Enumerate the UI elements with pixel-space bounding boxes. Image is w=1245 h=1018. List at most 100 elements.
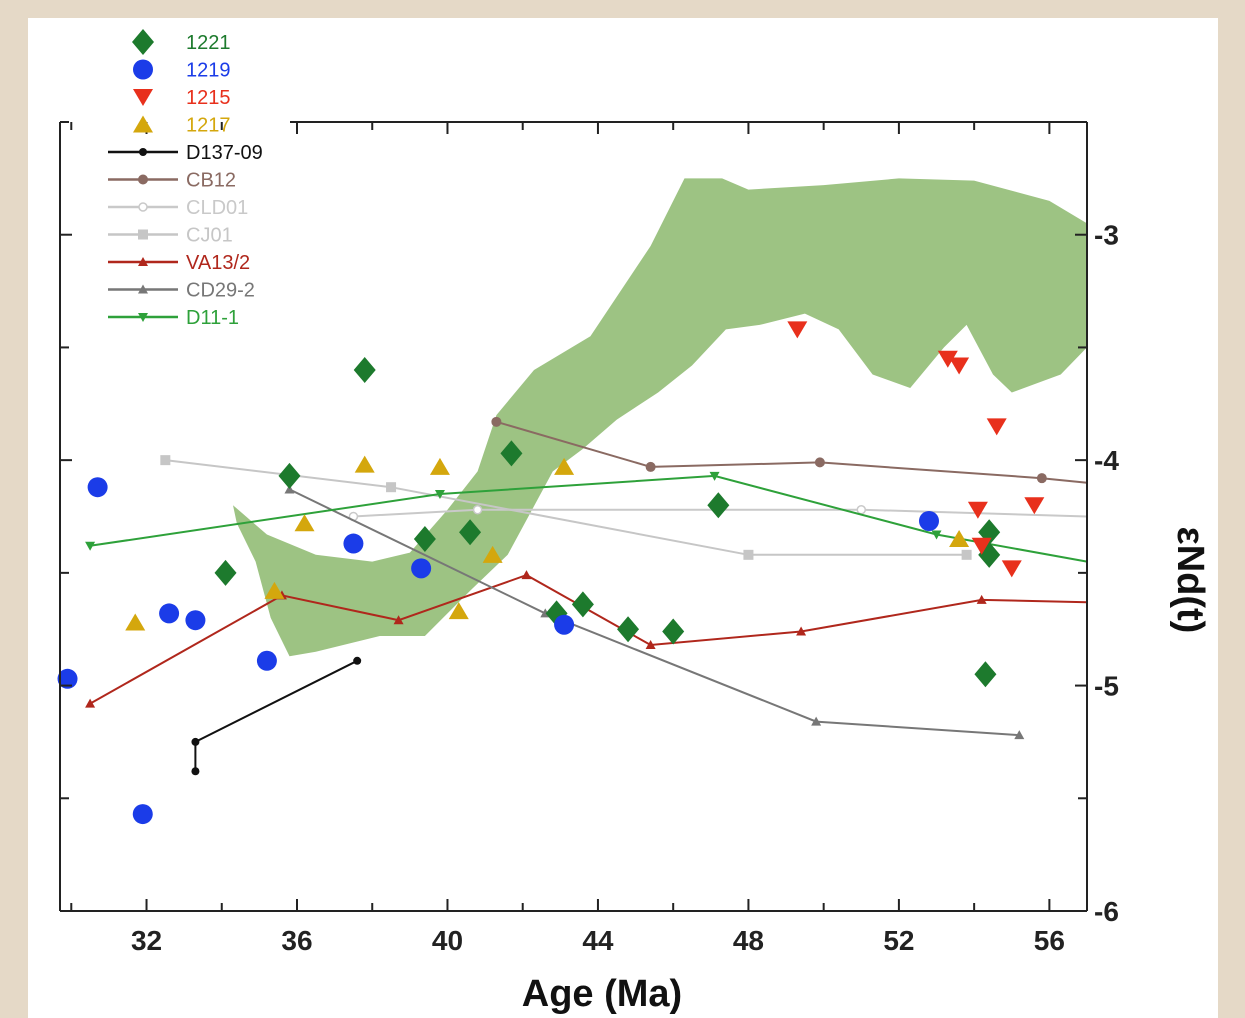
legend-entry-cj01: CJ01 [108, 225, 233, 247]
series-line-cld01 [353, 508, 1088, 518]
y-tick-label-neg4: -4 [1094, 445, 1119, 476]
legend-marker-d137-09 [139, 148, 147, 156]
legend-entry-1221: 1221 [132, 29, 231, 55]
legend-marker-1215 [133, 89, 153, 106]
data-point-1217-2 [294, 514, 315, 532]
data-point-1221-8 [617, 616, 640, 643]
data-point-1219-0 [57, 668, 78, 689]
data-point-d137-09-1 [191, 737, 200, 746]
data-point-cd29-2-0 [284, 484, 295, 494]
data-point-1215-4 [971, 537, 992, 555]
data-point-1217-0 [125, 613, 146, 631]
data-point-1215-1 [937, 350, 958, 368]
data-point-1219-4 [185, 610, 206, 631]
legend-label-1221: 1221 [186, 32, 231, 54]
legend-entry-1219: 1219 [133, 59, 231, 82]
legend-marker-1219 [133, 59, 153, 80]
x-tick-label-44: 44 [582, 925, 614, 956]
data-point-1221-11 [974, 661, 997, 688]
legend-marker-cj01 [138, 229, 148, 240]
legend-entry-d11-1: D11-1 [108, 307, 239, 329]
data-point-d11-1-1 [434, 489, 445, 499]
legend-label-cb12: CB12 [186, 170, 236, 192]
data-point-cb12-1 [645, 461, 656, 472]
data-point-va13-2-4 [645, 639, 656, 649]
legend-entry-va13-2: VA13/2 [108, 252, 250, 274]
x-tick-label-52: 52 [883, 925, 914, 956]
legend-label-d137-09: D137-09 [186, 142, 263, 164]
data-point-1215-6 [1001, 560, 1022, 578]
data-point-cb12-2 [814, 457, 825, 468]
legend-entry-1215: 1215 [133, 87, 231, 109]
legend-marker-1217 [133, 115, 153, 133]
legend-entry-cld01: CLD01 [108, 197, 248, 219]
legend-marker-d11-1 [138, 313, 148, 322]
data-point-1221-0 [214, 559, 237, 586]
data-point-cj01-3 [961, 549, 972, 560]
x-tick-label-36: 36 [281, 925, 312, 956]
x-tick-label-56: 56 [1034, 925, 1065, 956]
data-point-1217-7 [554, 457, 575, 475]
legend-label-cj01: CJ01 [186, 225, 233, 247]
data-point-1219-5 [256, 650, 277, 671]
legend-label-d11-1: D11-1 [186, 307, 239, 329]
legend-entry-cb12: CB12 [108, 170, 236, 192]
legend-label-cd29-2: CD29-2 [186, 280, 255, 302]
data-point-va13-2-0 [85, 698, 96, 708]
legend-marker-1221 [132, 29, 154, 55]
legend-marker-cld01 [138, 202, 148, 212]
data-point-1221-4 [459, 519, 482, 546]
data-point-1219-1 [87, 477, 108, 498]
series-line-d137-09 [194, 659, 358, 772]
data-point-d11-1-2 [709, 471, 720, 481]
series-line-cj01 [165, 459, 967, 556]
legend-entry-cd29-2: CD29-2 [108, 280, 255, 302]
y-tick-label-neg6: -6 [1094, 896, 1119, 927]
legend: 1221 1219 1215 1217 D137-09 CB12 CLD01 CJ01 VA13… [108, 29, 263, 329]
data-point-1215-2 [949, 357, 970, 375]
data-point-cb12-0 [491, 416, 502, 427]
data-point-va13-2-2 [393, 615, 404, 625]
data-point-1221-3 [413, 526, 436, 553]
data-point-d11-1-3 [931, 530, 942, 540]
legend-entry-d137-09: D137-09 [108, 142, 263, 164]
data-point-d137-09-0 [191, 767, 200, 776]
data-point-1217-5 [448, 602, 469, 620]
x-tick-label-32: 32 [131, 925, 162, 956]
data-point-cj01-0 [160, 455, 171, 466]
y-axis-title: εNd(t) [1169, 527, 1211, 634]
legend-marker-va13-2 [138, 257, 148, 266]
legend-label-1215: 1215 [186, 87, 231, 109]
data-point-cj01-1 [386, 482, 397, 493]
data-point-1215-3 [967, 501, 988, 519]
legend-entry-1217: 1217 [133, 115, 231, 137]
marker-layer [57, 321, 1045, 825]
data-point-cd29-2-3 [1014, 730, 1025, 740]
data-point-1219-7 [411, 558, 432, 579]
data-point-1219-9 [919, 511, 939, 532]
data-point-cld01-1 [472, 504, 483, 515]
x-tick-label-48: 48 [733, 925, 764, 956]
legend-label-1219: 1219 [186, 60, 231, 82]
data-point-1219-8 [554, 614, 575, 635]
data-point-d11-1-0 [85, 541, 96, 551]
band-layer [233, 178, 1087, 657]
data-point-va13-2-3 [521, 570, 532, 580]
data-point-1219-2 [132, 804, 153, 825]
data-point-1221-1 [278, 462, 301, 489]
data-point-1221-9 [662, 618, 685, 645]
data-point-va13-2-6 [976, 594, 987, 604]
chart: 32 36 40 44 48 52 56 -3 -4 -5 -6 1221 1219 1215 1217 D… [57, 29, 1211, 1015]
legend-label-1217: 1217 [186, 115, 231, 137]
data-point-d137-09-2 [353, 656, 362, 665]
data-point-1217-8 [949, 530, 970, 548]
data-point-1215-7 [1024, 497, 1045, 515]
series-line-cd29-2 [289, 488, 1020, 737]
data-point-1221-10 [707, 492, 730, 519]
axis-layer: 32 36 40 44 48 52 56 -3 -4 -5 -6 [59, 121, 1119, 956]
data-point-cj01-2 [743, 549, 754, 560]
data-point-1217-6 [482, 545, 503, 563]
y-tick-label-neg3: -3 [1094, 220, 1119, 251]
data-point-cd29-2-2 [811, 716, 822, 726]
y-tick-label-neg5: -5 [1094, 671, 1119, 702]
